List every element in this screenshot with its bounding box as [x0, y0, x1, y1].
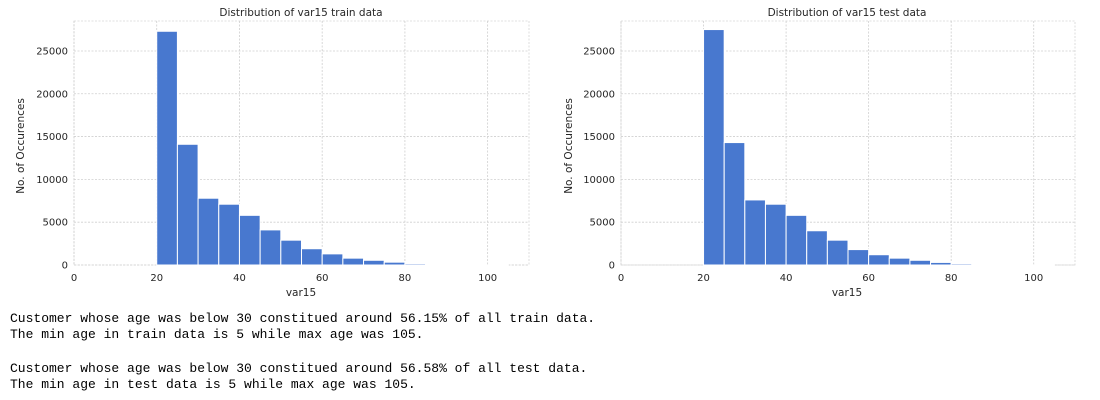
histogram-bar	[971, 263, 993, 266]
charts-canvas: Distribution of var15 train data var15 N…	[15, 7, 1076, 299]
x-axis-label: var15	[286, 287, 316, 299]
y-tick-label: 20000	[583, 89, 615, 100]
histogram-bar	[723, 142, 746, 266]
x-axis-label: var15	[832, 287, 862, 299]
x-tick-label: 20	[150, 273, 163, 284]
test-summary-line-2: The min age in test data is 5 while max …	[10, 377, 416, 392]
chart-title: Distribution of var15 train data	[219, 7, 382, 19]
test-chart: Distribution of var15 test data var15 No…	[563, 7, 1076, 299]
histogram-bar	[176, 143, 199, 266]
histogram-bar	[404, 263, 427, 266]
histogram-bar	[764, 203, 787, 266]
histogram-bar	[259, 229, 282, 266]
histogram-bar	[197, 197, 220, 266]
train-chart: Distribution of var15 train data var15 N…	[15, 7, 530, 299]
x-tick-label: 0	[71, 273, 77, 284]
histogram-bar	[806, 230, 828, 266]
y-tick-label: 10000	[583, 175, 615, 186]
histogram-bar	[238, 214, 261, 266]
train-summary-line-2: The min age in train data is 5 while max…	[10, 327, 424, 342]
histogram-bar	[909, 259, 932, 266]
train-summary-line-1: Customer whose age was below 30 constitu…	[10, 311, 596, 326]
histogram-bar	[156, 30, 178, 266]
y-axis-label: No. of Occurences	[563, 98, 575, 194]
histogram-bar	[744, 199, 766, 266]
y-tick-label: 20000	[36, 89, 68, 100]
histogram-bar	[785, 214, 808, 266]
histogram-bar	[363, 259, 385, 266]
histogram-bar	[888, 257, 911, 266]
y-axis-label: No. of Occurences	[15, 98, 27, 194]
x-tick-label: 100	[478, 273, 497, 284]
y-tick-label: 25000	[583, 46, 615, 57]
y-tick-label: 5000	[43, 218, 68, 229]
y-tick-label: 15000	[583, 132, 615, 143]
histogram-bar	[218, 203, 240, 266]
y-tick-label: 25000	[36, 46, 68, 57]
plot-area	[620, 20, 1076, 266]
x-tick-label: 80	[399, 273, 412, 284]
histogram-bar	[425, 263, 447, 266]
x-tick-label: 40	[233, 273, 246, 284]
chart-title: Distribution of var15 test data	[768, 7, 927, 19]
x-tick-label: 60	[862, 273, 875, 284]
y-tick-label: 10000	[36, 175, 68, 186]
histogram-bar	[301, 248, 323, 266]
y-tick-label: 0	[62, 261, 68, 272]
plot-area	[73, 20, 530, 266]
y-tick-label: 0	[609, 261, 615, 272]
test-summary-line-1: Customer whose age was below 30 constitu…	[10, 361, 588, 376]
x-tick-label: 0	[618, 273, 624, 284]
x-tick-label: 80	[945, 273, 958, 284]
histogram-bar	[383, 261, 406, 266]
histogram-bar	[321, 253, 344, 266]
histogram-bar	[950, 263, 973, 266]
histogram-bar	[868, 254, 890, 266]
x-tick-label: 40	[780, 273, 793, 284]
y-tick-label: 5000	[590, 218, 615, 229]
histogram-bar	[342, 257, 365, 266]
histogram-bar	[847, 249, 870, 266]
x-tick-label: 20	[697, 273, 710, 284]
histogram-bar	[703, 29, 725, 266]
y-tick-label: 15000	[36, 132, 68, 143]
x-tick-label: 100	[1024, 273, 1043, 284]
histogram-bar	[930, 261, 952, 266]
histogram-bar	[280, 239, 302, 266]
x-tick-label: 60	[316, 273, 329, 284]
histogram-bar	[826, 239, 849, 266]
